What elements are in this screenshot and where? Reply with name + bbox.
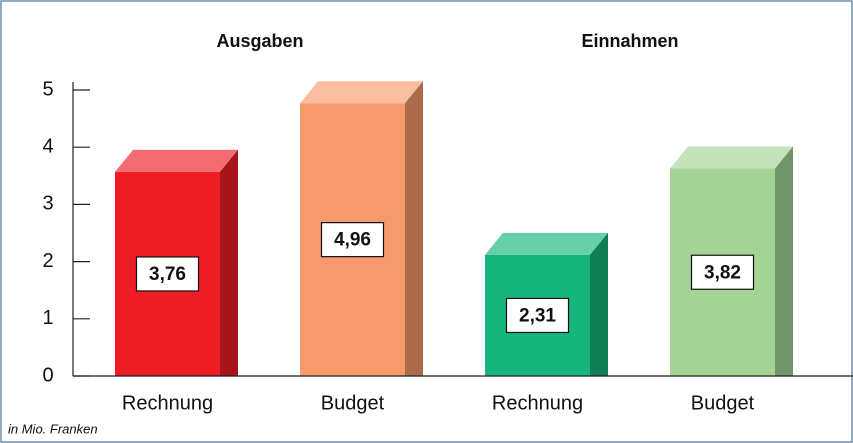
y-tick-label: 0: [42, 364, 53, 386]
x-tick-label: Rechnung: [492, 392, 583, 414]
value-label: 3,82: [704, 262, 741, 283]
y-tick-label: 1: [42, 307, 53, 329]
bar-side: [220, 149, 238, 376]
value-label-box: [320, 222, 385, 258]
value-label-box: [690, 254, 755, 290]
value-label: 3,76: [149, 264, 186, 285]
y-tick-label: 2: [42, 250, 53, 272]
bar-side: [590, 232, 608, 376]
bar-top: [670, 146, 793, 169]
group-label: Einnahmen: [581, 31, 678, 51]
value-label-box: [505, 297, 570, 334]
x-tick-label: Budget: [321, 392, 385, 414]
group-label: Ausgaben: [216, 31, 303, 51]
value-label: 4,96: [334, 230, 371, 251]
bar-top: [300, 81, 423, 104]
y-tick-label: 5: [42, 78, 53, 100]
bar-top: [115, 149, 238, 172]
bar-side: [405, 81, 423, 377]
footnote: in Mio. Franken: [8, 421, 98, 436]
x-tick-label: Rechnung: [122, 392, 213, 414]
bar-top: [485, 232, 608, 255]
y-tick-label: 4: [42, 135, 53, 157]
x-tick-label: Budget: [691, 392, 755, 414]
y-tick-label: 3: [42, 193, 53, 215]
bar-side: [775, 146, 793, 376]
value-label: 2,31: [519, 305, 556, 326]
value-label-box: [135, 256, 200, 292]
